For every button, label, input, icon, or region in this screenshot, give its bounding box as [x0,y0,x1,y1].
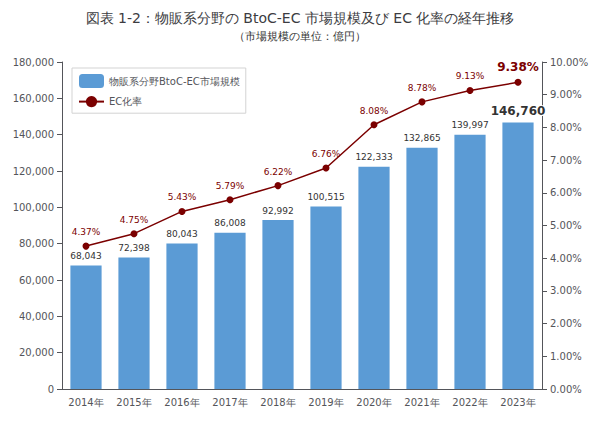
svg-text:72,398: 72,398 [118,243,150,253]
svg-text:2021年: 2021年 [404,397,439,408]
svg-text:146,760: 146,760 [491,104,546,118]
svg-text:9.13%: 9.13% [456,71,485,81]
svg-text:80,043: 80,043 [166,229,198,239]
svg-text:5.43%: 5.43% [168,192,197,202]
svg-text:5.79%: 5.79% [216,181,245,191]
svg-text:100,515: 100,515 [307,192,344,202]
svg-text:4.00%: 4.00% [550,253,582,264]
svg-text:2018年: 2018年 [260,397,295,408]
svg-text:86,008: 86,008 [214,218,246,228]
svg-text:122,333: 122,333 [355,152,392,162]
svg-text:2017年: 2017年 [212,397,247,408]
svg-text:80,000: 80,000 [19,238,54,249]
svg-text:2023年: 2023年 [500,397,535,408]
svg-text:180,000: 180,000 [13,57,54,68]
svg-text:2019年: 2019年 [308,397,343,408]
svg-text:160,000: 160,000 [13,93,54,104]
svg-text:2014年: 2014年 [68,397,103,408]
svg-text:3.00%: 3.00% [550,285,582,296]
svg-text:20,000: 20,000 [19,347,54,358]
svg-text:120,000: 120,000 [13,166,54,177]
svg-text:2.00%: 2.00% [550,318,582,329]
svg-text:9.38%: 9.38% [497,60,539,74]
svg-text:2020年: 2020年 [356,397,391,408]
svg-text:40,000: 40,000 [19,311,54,322]
svg-text:9.00%: 9.00% [550,89,582,100]
svg-text:1.00%: 1.00% [550,351,582,362]
svg-text:物販系分野BtoC-EC市場規模: 物販系分野BtoC-EC市場規模 [109,76,240,87]
svg-text:2016年: 2016年 [164,397,199,408]
svg-text:140,000: 140,000 [13,129,54,140]
svg-text:8.08%: 8.08% [360,106,389,116]
svg-text:（市場規模の単位：億円）: （市場規模の単位：億円） [234,30,366,43]
svg-text:10.00%: 10.00% [550,57,588,68]
svg-text:100,000: 100,000 [13,202,54,213]
svg-text:0.00%: 0.00% [550,384,582,395]
svg-text:60,000: 60,000 [19,275,54,286]
svg-text:132,865: 132,865 [403,133,440,143]
svg-text:8.00%: 8.00% [550,122,582,133]
svg-text:6.76%: 6.76% [312,149,341,159]
svg-text:139,997: 139,997 [451,120,488,130]
svg-text:5.00%: 5.00% [550,220,582,231]
svg-text:図表 1-2：物販系分野の BtoC-EC 市場規模及び E: 図表 1-2：物販系分野の BtoC-EC 市場規模及び EC 化率の経年推移 [86,10,515,26]
svg-text:2015年: 2015年 [116,397,151,408]
svg-text:8.78%: 8.78% [408,83,437,93]
svg-text:EC化率: EC化率 [109,96,142,107]
svg-text:4.37%: 4.37% [72,227,101,237]
svg-text:68,043: 68,043 [70,251,102,261]
svg-text:6.00%: 6.00% [550,187,582,198]
svg-text:92,992: 92,992 [262,206,294,216]
svg-text:6.22%: 6.22% [264,167,293,177]
svg-text:7.00%: 7.00% [550,155,582,166]
svg-text:2022年: 2022年 [452,397,487,408]
svg-text:0: 0 [48,384,54,395]
svg-text:4.75%: 4.75% [120,215,149,225]
